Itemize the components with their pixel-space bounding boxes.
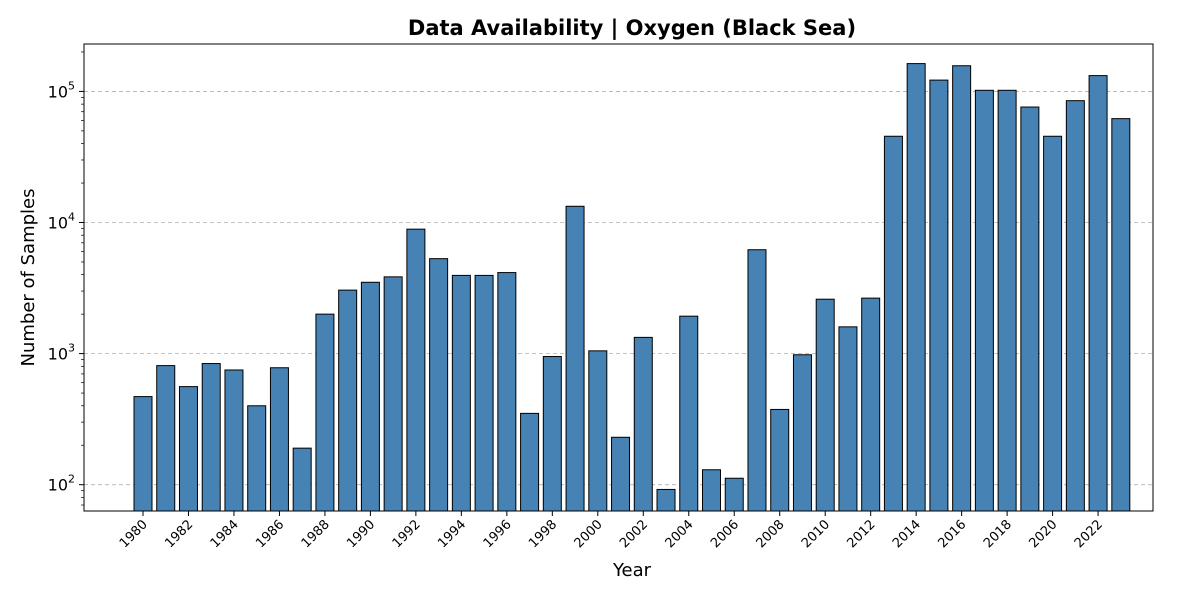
bar-2018	[997, 89, 1017, 512]
x-axis-label: Year	[612, 560, 652, 581]
x-tick-label: 1990	[344, 517, 378, 551]
bar-1998	[542, 356, 562, 512]
x-tick-label: 2000	[572, 517, 606, 551]
y-tick-label: 105	[48, 79, 75, 101]
x-tick-label: 2016	[935, 517, 969, 551]
bar-2001	[611, 436, 631, 512]
bar-2004	[679, 315, 699, 512]
bar-1987	[292, 447, 312, 512]
bar-2017	[974, 89, 994, 512]
x-tick-label: 2002	[617, 517, 651, 551]
x-tick-label: 1996	[481, 517, 515, 551]
bar-2023	[1111, 118, 1131, 512]
bar-2021	[1065, 100, 1085, 512]
bar-2009	[792, 354, 812, 512]
bar-2019	[1020, 106, 1040, 512]
bar-1984	[224, 369, 244, 512]
bar-1983	[201, 363, 221, 512]
bar-1995	[474, 274, 494, 512]
bar-2008	[770, 408, 790, 512]
bar-1981	[156, 365, 176, 512]
x-tick-label: 1986	[253, 517, 287, 551]
x-tick-label: 2010	[799, 517, 833, 551]
bar-2006	[724, 477, 744, 512]
x-tick-label: 2020	[1026, 517, 1060, 551]
bar-1982	[178, 386, 198, 512]
x-tick-label: 2008	[754, 517, 788, 551]
bar-2012	[861, 297, 881, 512]
x-axis: 1980 1982 1984 1986 1988 1990 1992 1994 1996 1998…	[117, 511, 1106, 551]
x-tick-label: 1994	[435, 517, 469, 551]
x-tick-label: 2018	[981, 517, 1015, 551]
x-tick-label: 1998	[526, 517, 560, 551]
bar-2003	[656, 488, 676, 512]
bar-1991	[383, 276, 403, 512]
bar-1997	[520, 412, 540, 512]
x-tick-label: 2014	[890, 517, 924, 551]
bar-1993	[429, 258, 449, 512]
x-tick-label: 2022	[1072, 517, 1106, 551]
bar-1992	[406, 228, 426, 512]
bar-1999	[565, 205, 585, 512]
bar-1989	[338, 289, 358, 512]
x-tick-label: 1992	[390, 517, 424, 551]
y-tick-label: 104	[48, 211, 75, 233]
bar-1990	[360, 281, 380, 512]
bar-2016	[952, 65, 972, 512]
bar-2000	[588, 350, 608, 512]
x-tick-label: 1984	[208, 517, 242, 551]
bar-2010	[815, 298, 835, 512]
bar-2014	[906, 63, 926, 512]
bar-1986	[269, 367, 289, 512]
y-axis-label: Number of Samples	[18, 189, 39, 367]
plot-frame	[83, 43, 1154, 512]
bar-2015	[929, 79, 949, 512]
bar-2013	[883, 135, 903, 512]
chart-title: Data Availability | Oxygen (Black Sea)	[408, 16, 856, 41]
bar-2005	[702, 469, 721, 512]
bar-2007	[747, 249, 767, 512]
bar-1996	[497, 272, 517, 512]
bar-1994	[451, 274, 471, 512]
y-tick-label: 102	[48, 473, 75, 495]
y-axis: 102 103 104 105	[48, 51, 84, 506]
x-tick-label: 2006	[708, 517, 742, 551]
bars	[133, 63, 1131, 512]
x-tick-label: 1988	[299, 517, 333, 551]
y-tick-label: 103	[48, 342, 75, 364]
x-tick-label: 2012	[845, 517, 879, 551]
bar-1980	[133, 396, 153, 512]
bar-2002	[633, 336, 653, 512]
x-tick-label: 1982	[162, 517, 196, 551]
x-tick-label: 2004	[663, 517, 697, 551]
bar-2022	[1088, 75, 1108, 512]
bar-1985	[247, 405, 267, 512]
bar-2020	[1043, 135, 1063, 512]
bar-1988	[315, 313, 335, 512]
x-tick-label: 1980	[117, 517, 151, 551]
bar-2011	[838, 326, 858, 512]
